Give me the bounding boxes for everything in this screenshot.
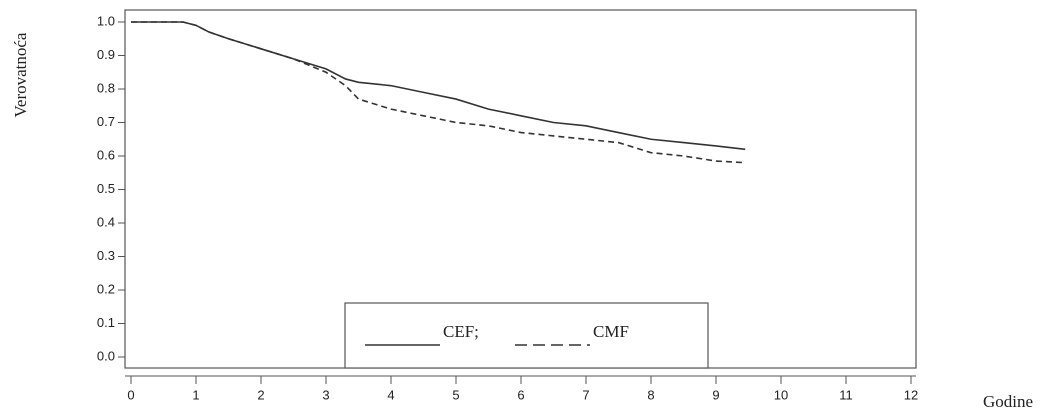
y-axis-label: Verovatnoća — [11, 32, 30, 117]
y-tick-label: 1.0 — [97, 13, 115, 28]
y-tick-label: 0.3 — [97, 248, 115, 263]
y-tick-label: 0.4 — [97, 214, 115, 229]
legend-box — [344, 302, 709, 369]
series-line — [131, 21, 746, 151]
legend-label: CEF; — [443, 322, 479, 341]
x-tick-label: 4 — [387, 387, 394, 402]
x-tick-label: 11 — [839, 387, 853, 402]
x-tick-label: 5 — [452, 387, 459, 402]
x-axis-label: Godine — [983, 392, 1033, 411]
x-tick-label: 0 — [127, 387, 134, 402]
x-tick-label: 9 — [712, 387, 719, 402]
y-tick-label: 0.1 — [97, 315, 115, 330]
y-tick-label: 0.8 — [97, 80, 115, 95]
y-tick-label: 0.7 — [97, 114, 115, 129]
x-tick-label: 7 — [582, 387, 589, 402]
y-tick-label: 0.9 — [97, 47, 115, 62]
x-tick-label: 3 — [322, 387, 329, 402]
y-tick-label: 0.2 — [97, 281, 115, 296]
y-tick-label: 0.6 — [97, 147, 115, 162]
series-line — [131, 21, 746, 164]
y-tick-label: 0.0 — [97, 348, 115, 363]
y-tick-label: 0.5 — [97, 181, 115, 196]
x-tick-label: 10 — [774, 387, 788, 402]
x-tick-label: 12 — [904, 387, 918, 402]
x-tick-label: 1 — [192, 387, 199, 402]
x-tick-label: 2 — [257, 387, 264, 402]
x-tick-label: 8 — [647, 387, 654, 402]
x-tick-label: 6 — [517, 387, 524, 402]
legend-label: CMF — [593, 322, 629, 341]
